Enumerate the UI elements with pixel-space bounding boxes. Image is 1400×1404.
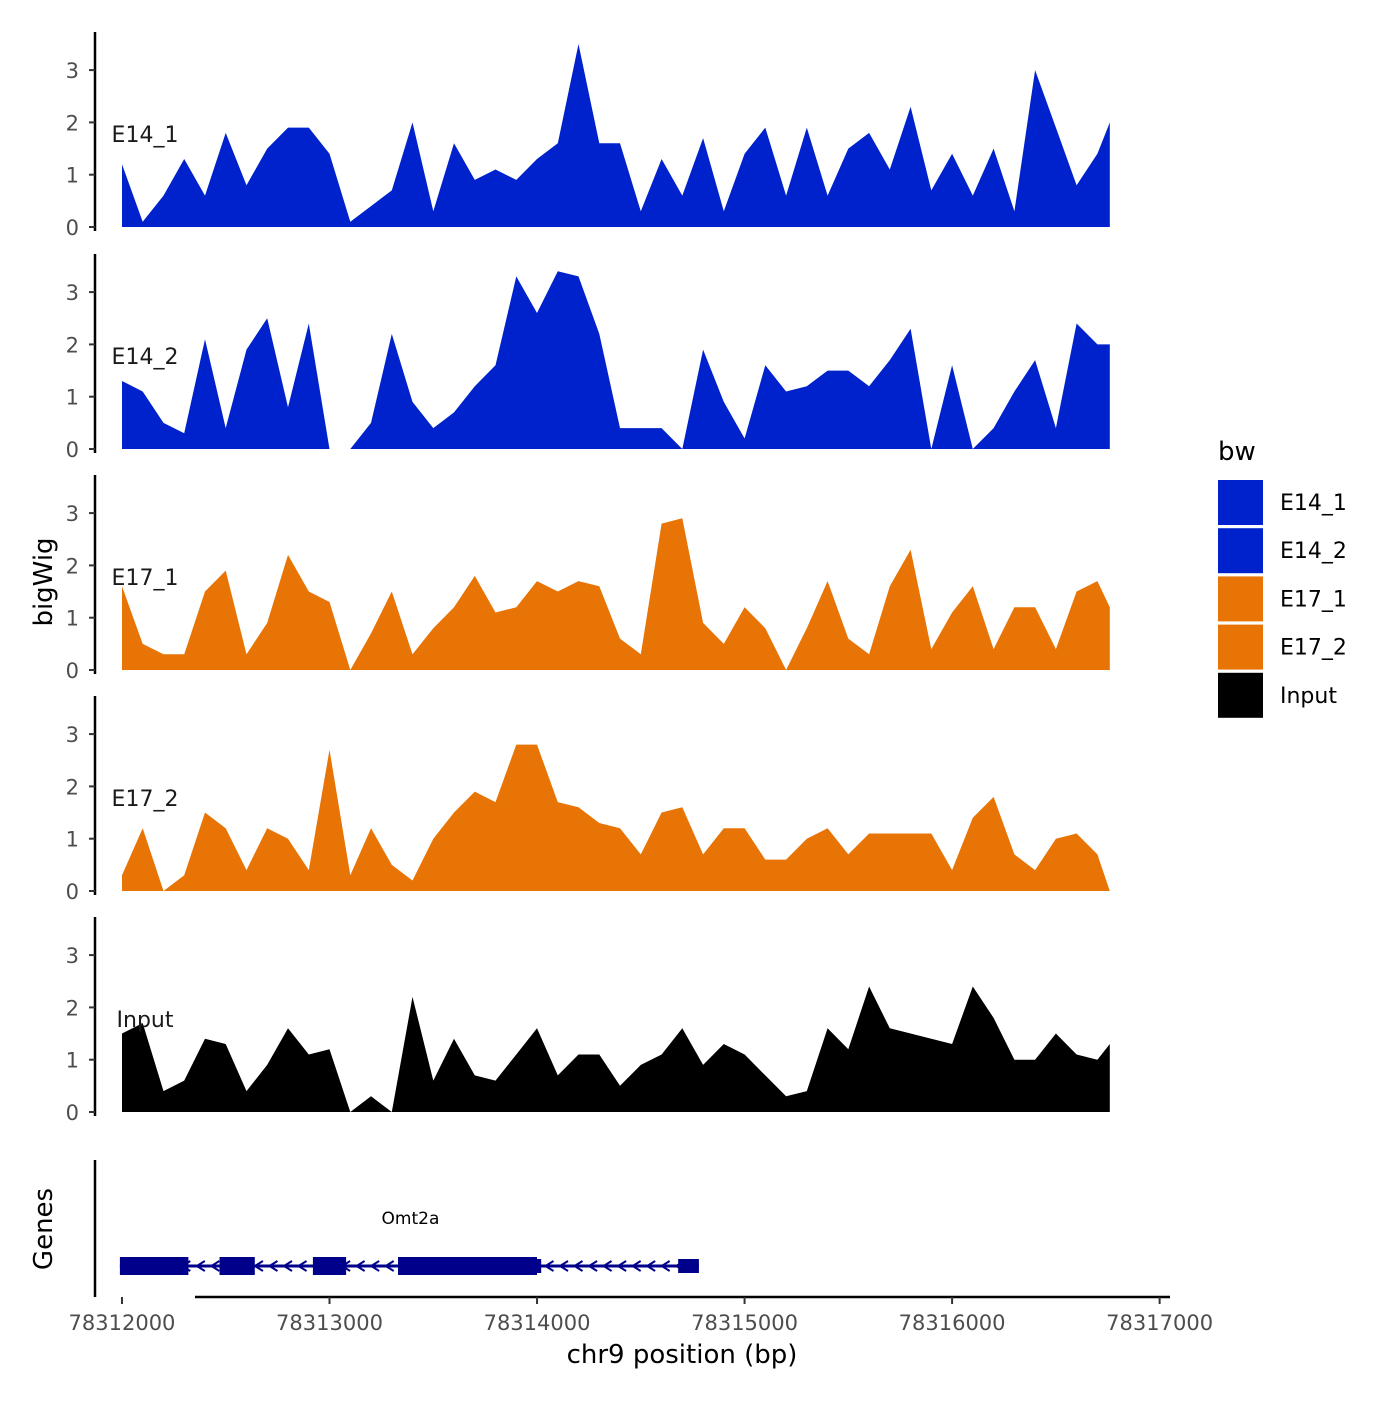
genes-label: Genes xyxy=(29,1188,59,1270)
strand-arrow-34 xyxy=(645,1260,656,1272)
legend-swatch-e14-2 xyxy=(1218,528,1263,574)
strand-arrow-31 xyxy=(601,1260,613,1272)
track-label-e14-1: E14_1 xyxy=(112,123,179,148)
legend-swatch-e17-1 xyxy=(1218,576,1263,622)
y-tick-label-e14-1-3: 3 xyxy=(66,59,79,83)
y-tick-label-e17-2-2: 2 xyxy=(66,775,79,799)
strand-arrow-15 xyxy=(369,1260,380,1272)
area-e14-1 xyxy=(122,44,1110,227)
strand-arrow-9 xyxy=(282,1260,293,1272)
legend-title: bw xyxy=(1218,437,1256,467)
legend: bw E14_1 E14_2 E17_1 E17_2 Input xyxy=(1218,437,1347,718)
track-label-input: Input xyxy=(117,1008,174,1033)
strand-arrow-28 xyxy=(558,1260,569,1272)
strand-arrow-27 xyxy=(543,1260,555,1272)
y-tick-label-e14-1-0: 0 xyxy=(66,216,79,240)
area-input xyxy=(122,986,1110,1112)
y-tick-label-e14-2-2: 2 xyxy=(66,333,79,357)
x-tick-label-1: 78313000 xyxy=(276,1311,383,1335)
area-e17-1 xyxy=(122,518,1110,670)
track-e14-2: 0 1 2 3 E14_2 xyxy=(66,254,1110,462)
exon-1 xyxy=(219,1257,255,1275)
y-tick-label-e14-2-0: 0 xyxy=(66,438,79,462)
y-tick-label-e17-1-3: 3 xyxy=(66,502,79,526)
x-tick-label-5: 78317000 xyxy=(1106,1311,1213,1335)
y-tick-label-e17-2-1: 1 xyxy=(66,828,79,852)
track-e17-1: 0 1 2 3 E17_1 xyxy=(66,475,1110,683)
y-tick-label-e14-1-2: 2 xyxy=(66,111,79,135)
utr-0 xyxy=(537,1259,542,1273)
exon-0 xyxy=(119,1257,189,1275)
strand-arrow-30 xyxy=(587,1260,598,1272)
strand-arrow-33 xyxy=(630,1260,642,1272)
strand-arrow-35 xyxy=(659,1260,671,1272)
strand-arrow-16 xyxy=(383,1260,395,1272)
legend-label-e17-2: E17_2 xyxy=(1280,636,1347,661)
x-axis: 78312000 78313000 78314000 78315000 78316000… xyxy=(69,1295,1213,1335)
y-tick-label-e17-2-3: 3 xyxy=(66,723,79,747)
legend-label-input: Input xyxy=(1280,684,1337,709)
legend-swatch-input xyxy=(1218,672,1263,718)
y-tick-label-input-0: 0 xyxy=(66,1101,79,1125)
track-label-e17-2: E17_2 xyxy=(112,787,179,812)
track-label-e17-1: E17_1 xyxy=(112,566,179,591)
y-tick-label-e17-1-2: 2 xyxy=(66,554,79,578)
strand-arrow-7 xyxy=(253,1260,264,1272)
y-tick-label-input-2: 2 xyxy=(66,996,79,1020)
legend-swatch-e17-2 xyxy=(1218,624,1263,670)
x-axis-label: chr9 position (bp) xyxy=(567,1340,798,1370)
genes-panel: Genes Omt2a xyxy=(29,1160,699,1297)
strand-arrow-29 xyxy=(572,1260,584,1272)
y-tick-label-e14-2-3: 3 xyxy=(66,281,79,305)
strand-arrow-8 xyxy=(267,1260,279,1272)
strand-arrow-4 xyxy=(209,1260,220,1272)
track-input: 0 1 2 3 Input xyxy=(66,917,1110,1125)
legend-swatch-e14-1 xyxy=(1218,480,1263,525)
strand-arrow-10 xyxy=(296,1260,308,1272)
x-tick-label-0: 78312000 xyxy=(69,1311,176,1335)
utr-1 xyxy=(678,1259,699,1273)
y-tick-label-input-3: 3 xyxy=(66,944,79,968)
y-tick-label-e14-1-1: 1 xyxy=(66,164,79,188)
strand-arrow-3 xyxy=(194,1260,206,1272)
x-tick-label-2: 78314000 xyxy=(484,1311,591,1335)
strand-arrow-32 xyxy=(616,1260,627,1272)
track-label-e14-2: E14_2 xyxy=(112,345,179,370)
y-tick-label-e17-1-0: 0 xyxy=(66,659,79,683)
track-e17-2: 0 1 2 3 E17_2 xyxy=(66,696,1110,904)
x-tick-label-3: 78315000 xyxy=(691,1311,798,1335)
y-tick-label-e17-2-0: 0 xyxy=(66,880,79,904)
x-tick-label-4: 78316000 xyxy=(899,1311,1006,1335)
track-e14-1: 0 1 2 3 E14_1 xyxy=(66,32,1110,240)
legend-label-e17-1: E17_1 xyxy=(1280,587,1347,612)
y-tick-label-e17-1-1: 1 xyxy=(66,607,79,631)
y-axis-label: bigWig xyxy=(29,537,59,626)
area-e14-2 xyxy=(122,271,1110,449)
legend-label-e14-1: E14_1 xyxy=(1280,491,1347,516)
y-tick-label-e14-2-1: 1 xyxy=(66,386,79,410)
legend-label-e14-2: E14_2 xyxy=(1280,539,1347,564)
strand-arrow-14 xyxy=(354,1260,366,1272)
track-panels: 0 1 2 3 E14_1 0 1 2 3 E14_2 0 1 2 3 E17_1 0 1 2 3 E17_2 0 1 2 3… xyxy=(66,32,1110,1125)
exon-2 xyxy=(312,1257,347,1275)
y-tick-label-input-1: 1 xyxy=(66,1049,79,1073)
gene-name-label: Omt2a xyxy=(382,1209,440,1229)
area-e17-2 xyxy=(122,744,1110,891)
exon-3 xyxy=(397,1257,538,1275)
